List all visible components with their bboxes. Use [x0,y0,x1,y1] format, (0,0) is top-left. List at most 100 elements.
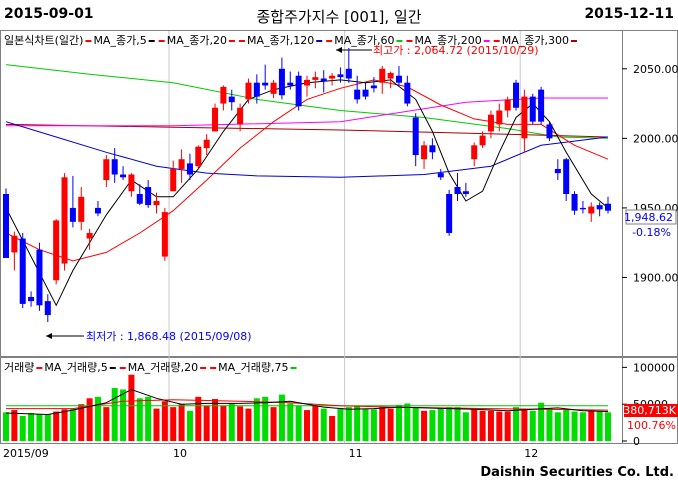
candle-body [604,203,612,211]
candle-body [404,82,411,104]
legend-swatch [228,40,235,42]
candle [287,71,294,90]
candle-body [28,296,35,302]
volume-bar [546,408,553,441]
candle [487,110,494,139]
candle-body [579,207,586,210]
candle [303,75,311,97]
candle [186,153,193,181]
candle-body [345,68,352,79]
volume-bar [237,406,244,441]
legend-item: MA_거래량,75 [218,361,288,374]
ma5-line [5,79,609,307]
candle-body [588,206,595,214]
current-price: 1,948.62 [624,211,673,224]
candle [370,77,377,93]
volume-bar [563,409,570,441]
candle [354,75,361,104]
candle [538,86,545,125]
candle-body [538,89,545,122]
legend-swatch [200,367,207,369]
candle-body [195,146,202,167]
volume-bars [2,374,612,441]
candle [546,121,553,142]
high-annotation: 최고가 : 2,064.72 (2015/10/29) [336,44,539,57]
volume-bar [86,398,93,441]
candle-body [86,232,93,239]
legend-dash [326,40,333,42]
candle-body [186,163,193,175]
volume-ma-lines [5,388,609,416]
volume-bar [78,404,85,441]
candle-body [295,75,302,107]
candle-body [203,139,210,149]
volume-bar [462,412,469,441]
candle [312,71,319,89]
current-volume: 380,713K [623,404,676,417]
candle [61,173,68,271]
candle-body [69,207,76,222]
legend-dash [85,40,92,42]
vol-ma20-line [6,399,609,411]
candle [153,192,160,214]
volume-bar [28,413,35,441]
legend-item: MA_종가,120 [247,34,314,47]
price-panel-frame [0,30,678,357]
candle [278,57,285,100]
volume-bar [454,407,461,441]
candle-body [120,174,127,178]
candle [571,191,578,215]
volume-bar [186,410,193,441]
price-legend-label: 일본식차트(일간) [4,33,83,47]
volume-bar [153,408,160,441]
volume-bar [161,401,168,441]
candles [2,47,612,322]
candle-body [94,207,101,214]
volume-bar [370,409,377,441]
candle-body [446,194,453,233]
volume-bar [446,407,453,441]
candle [262,64,269,90]
candle [454,173,461,201]
moving-average-lines [5,64,609,307]
candle-body [454,187,461,194]
volume-bar [429,410,436,441]
candle-body [487,114,494,132]
current-volume-box: 380,713K 100.76% [623,404,678,432]
volume-bar [278,394,285,441]
date-axis-labels: 2015/09 10 11 12 [3,447,538,460]
volume-bar [513,407,520,441]
candle-body [337,74,344,78]
legend-dash [406,40,413,42]
candle [220,85,227,111]
candle-body [421,145,428,160]
candle-body [111,159,118,175]
price-tick-label: 2050.00 [633,63,678,76]
candle [446,189,453,236]
ma120-line [5,121,609,178]
candle-body [178,159,185,169]
candle-body [61,177,68,264]
candle [237,103,244,132]
ma20-line [5,79,609,262]
candle-body [504,99,511,111]
volume-bar [412,407,419,441]
volume-bar [471,409,478,441]
volume-bar [195,396,202,441]
candle-body [320,78,327,82]
candle-body [287,82,294,86]
candle [11,231,18,271]
candle-body [362,89,369,97]
volume-bar [437,407,444,441]
candle [245,78,252,104]
candle [579,200,586,214]
header-bar: 2015-09-01 종합주가지수 [001], 일간 2015-12-11 [0,0,678,30]
candle [44,294,51,322]
candle [69,175,76,228]
legend-swatch [570,40,577,42]
start-date: 2015-09-01 [4,6,94,22]
candle [462,182,469,197]
volume-legend: 거래량 MA_거래량,5 MA_거래량,20 MA_거래량,75 [4,361,297,374]
volume-bar [245,408,252,441]
candle [178,149,185,183]
